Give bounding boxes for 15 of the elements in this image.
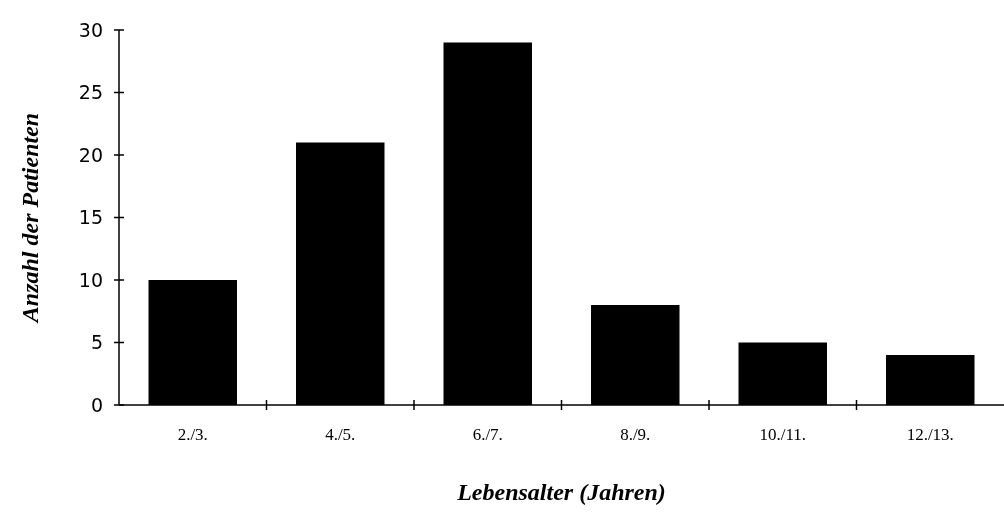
x-tick-label: 6./7. [472, 425, 503, 444]
y-tick-label: 30 [78, 18, 103, 41]
x-tick-label: 2./3. [177, 425, 208, 444]
x-tick-label: 8./9. [620, 425, 651, 444]
y-axis-title: Anzahl der Patienten [17, 112, 43, 325]
x-axis-title: Lebensalter (Jahren) [456, 479, 666, 505]
y-tick-label: 10 [78, 268, 103, 291]
x-tick-label: 10./11. [759, 425, 807, 444]
x-tick-label: 4./5. [325, 425, 356, 444]
y-tick-label: 15 [78, 206, 103, 229]
y-tick-label: 25 [78, 81, 103, 104]
y-tick-label: 5 [90, 331, 103, 354]
y-tick-label: 20 [78, 143, 103, 166]
y-tick-label: 0 [90, 393, 103, 416]
x-tick-label: 12./13. [906, 425, 954, 444]
